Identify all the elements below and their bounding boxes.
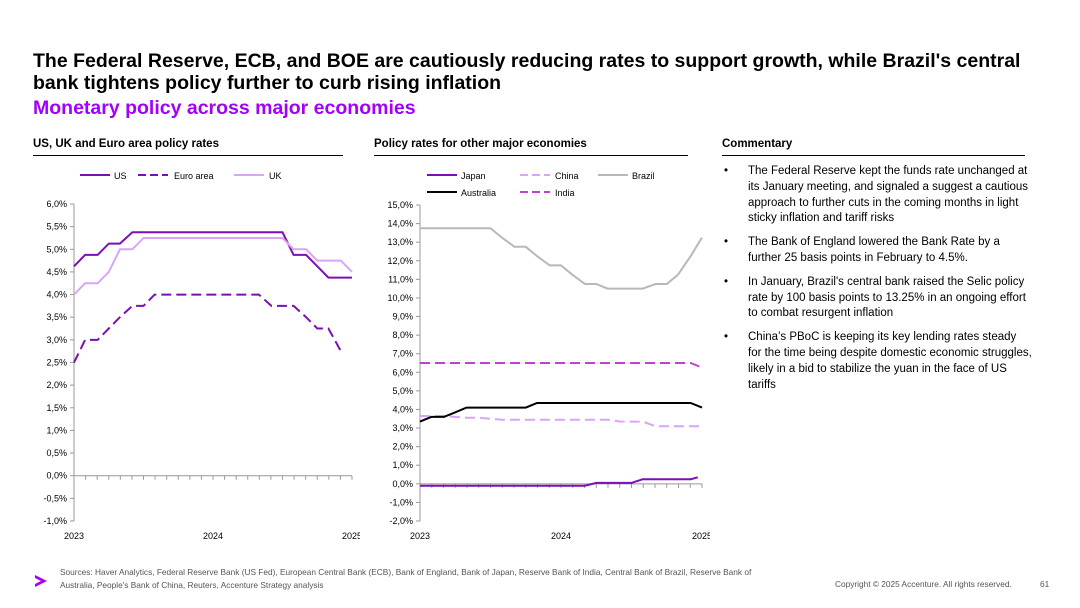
y-tick-label: -1,0% — [43, 516, 67, 526]
y-tick-label: 5,5% — [46, 222, 67, 232]
commentary-item: • China’s PBoC is keeping its key lending… — [722, 330, 1032, 393]
bullet-icon: • — [724, 275, 729, 288]
page-title: The Federal Reserve, ECB, and BOE are ca… — [33, 50, 1021, 94]
legend: Japan China Brazil Australia India — [427, 171, 655, 198]
y-tick-label: 12,0% — [387, 256, 413, 266]
commentary-text: China’s PBoC is keeping its key lending … — [748, 331, 1032, 391]
y-tick-label: 5,0% — [392, 386, 413, 396]
y-tick-label: 1,5% — [46, 403, 67, 413]
y-tick-label: 14,0% — [387, 219, 413, 229]
series-line-us — [73, 231, 352, 279]
y-tick-label: 0,5% — [46, 448, 67, 458]
y-tick-label: 3,5% — [46, 312, 67, 322]
y-tick-label: 2,0% — [46, 380, 67, 390]
series-line-uk — [73, 237, 353, 296]
commentary-item: • The Bank of England lowered the Bank Ra… — [722, 235, 1032, 267]
page-subtitle: Monetary policy across major economies — [33, 97, 416, 119]
bullet-icon: • — [724, 331, 729, 344]
y-tick-label: 4,5% — [46, 267, 67, 277]
x-tick-label: 2025 — [342, 531, 360, 541]
us-uk-euro-chart: US Euro area UK -1,0% -0,5% 0,0% 0,5% 1,0% 1,… — [43, 171, 360, 541]
plot-area: -1,0% -0,5% 0,0% 0,5% 1,0% 1,5% 2,0% 2,5% 3,0% 3,… — [43, 199, 360, 541]
left-chart-heading: US, UK and Euro area policy rates — [33, 138, 219, 150]
y-tick-label: 0,0% — [46, 471, 67, 481]
y-tick-label: 0,0% — [392, 479, 413, 489]
legend-label-china: China — [555, 171, 579, 181]
bullet-icon: • — [724, 165, 729, 177]
x-tick-label: 2023 — [64, 531, 84, 541]
commentary-item: • The Federal Reserve kept the funds rate… — [722, 164, 1032, 227]
y-tick-label: 2,0% — [392, 442, 413, 452]
commentary-text: In January, Brazil's central bank raised… — [748, 275, 1026, 320]
y-tick-label: 3,0% — [46, 335, 67, 345]
series-line-india — [420, 362, 703, 369]
commentary-item: • In January, Brazil's central bank raise… — [722, 275, 1032, 322]
y-tick-label: 10,0% — [387, 293, 413, 303]
y-tick-label: -2,0% — [389, 516, 413, 526]
legend-label-australia: Australia — [461, 188, 496, 198]
y-tick-label: 15,0% — [387, 200, 413, 210]
bullet-icon: • — [724, 236, 729, 249]
middle-heading-rule — [374, 155, 688, 156]
y-tick-label: -1,0% — [389, 497, 413, 507]
y-tick-label: 4,0% — [392, 404, 413, 414]
page-number: 61 — [1040, 579, 1050, 589]
y-tick-label: 7,0% — [392, 349, 413, 359]
y-tick-label: 2,5% — [46, 358, 67, 368]
legend: US Euro area UK — [80, 171, 282, 181]
left-heading-rule — [33, 155, 343, 156]
x-tick-label: 2023 — [410, 531, 430, 541]
legend-label-us: US — [114, 171, 127, 181]
y-tick-label: 1,0% — [392, 460, 413, 470]
x-tick-label: 2025 — [692, 531, 710, 541]
y-tick-label: 5,0% — [46, 244, 67, 254]
series-line-brazil — [420, 227, 703, 290]
x-tick-label: 2024 — [551, 531, 571, 541]
series-line-china — [420, 415, 702, 428]
y-tick-label: 8,0% — [392, 330, 413, 340]
y-tick-label: 3,0% — [392, 423, 413, 433]
commentary-heading: Commentary — [722, 138, 793, 150]
commentary-heading-rule — [722, 155, 1025, 156]
commentary-text: The Federal Reserve kept the funds rate … — [748, 165, 1029, 225]
y-tick-label: 13,0% — [387, 237, 413, 247]
y-tick-label: 6,0% — [392, 367, 413, 377]
series-line-australia — [419, 402, 703, 423]
middle-chart-heading: Policy rates for other major economies — [374, 138, 587, 150]
series-line-japan — [420, 476, 699, 487]
accenture-logo-icon — [35, 575, 47, 587]
legend-label-brazil: Brazil — [632, 171, 655, 181]
sources-note: Sources: Haver Analytics, Federal Reserv… — [60, 567, 752, 590]
y-tick-label: 4,0% — [46, 290, 67, 300]
y-tick-label: 9,0% — [392, 312, 413, 322]
y-tick-label: 1,0% — [46, 425, 67, 435]
legend-label-japan: Japan — [461, 171, 486, 181]
y-tick-label: -0,5% — [43, 493, 67, 503]
x-tick-label: 2024 — [203, 531, 223, 541]
y-tick-label: 6,0% — [46, 199, 67, 209]
legend-label-uk: UK — [269, 171, 282, 181]
legend-label-euro: Euro area — [174, 171, 214, 181]
series-line-euro-area — [73, 293, 342, 363]
other-economies-chart: Japan China Brazil Australia India -2,0%… — [387, 171, 710, 541]
legend-label-india: India — [555, 188, 575, 198]
commentary-text: The Bank of England lowered the Bank Rat… — [748, 236, 1000, 264]
y-tick-label: 11,0% — [388, 274, 413, 284]
plot-area: -2,0% -1,0% 0,0% 1,0% 2,0% 3,0% 4,0% 5,0% 6,0% 7,… — [387, 200, 710, 541]
commentary-list: • The Federal Reserve kept the funds rate… — [722, 164, 1032, 401]
copyright: Copyright © 2025 Accenture. All rights r… — [835, 579, 1012, 589]
